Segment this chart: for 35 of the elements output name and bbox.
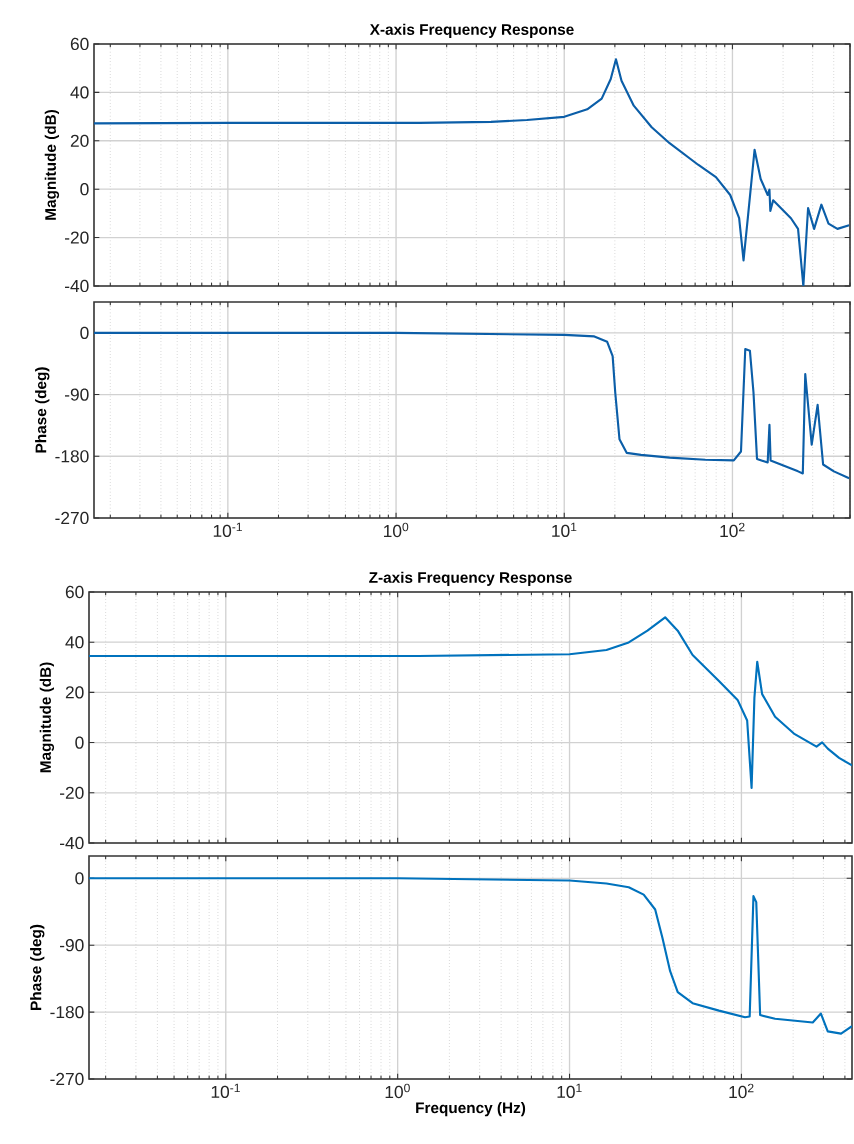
x-tick-label: 10$^{-1}$: [211, 1083, 240, 1099]
y-tick-label: -20: [60, 786, 84, 799]
y-axis-title: Phase (deg): [35, 367, 50, 453]
x-tick-label: 10$^{1}$: [552, 522, 577, 538]
x-tick-label: 10$^{2}$: [729, 1083, 754, 1099]
y-tick-label: -40: [65, 279, 89, 293]
y-tick-label: 60: [70, 37, 89, 51]
y-tick-label: -40: [60, 836, 84, 850]
y-tick-label: -20: [65, 231, 89, 244]
y-tick-label: 0: [75, 736, 84, 749]
x-tick-label: 10$^{0}$: [384, 522, 409, 538]
y-tick-label: -180: [50, 1005, 84, 1019]
y-tick-label: 0: [80, 183, 89, 196]
y-tick-label: 40: [65, 636, 84, 649]
y-axis-title: Magnitude (dB): [44, 109, 60, 220]
y-tick-label: -270: [50, 1072, 84, 1086]
x-tick-label: 10$^{2}$: [720, 522, 745, 538]
y-tick-label: 60: [65, 585, 84, 599]
y-tick-label: 40: [70, 86, 89, 99]
y-tick-label: 0: [75, 872, 84, 885]
y-tick-label: 20: [65, 686, 84, 699]
y-axis-title: Phase (deg): [30, 924, 45, 1010]
y-tick-label: -90: [65, 388, 89, 401]
y-tick-label: 0: [80, 326, 89, 339]
x-tick-label: 10$^{0}$: [385, 1083, 410, 1099]
x-axis-title: Frequency (Hz): [416, 1101, 526, 1117]
chart-title: Z-axis Frequency Response: [369, 571, 572, 586]
x-tick-label: 10$^{-1}$: [213, 522, 242, 538]
y-tick-label: -90: [60, 939, 84, 952]
x-tick-label: 10$^{1}$: [557, 1083, 582, 1099]
y-tick-label: -180: [55, 450, 89, 463]
chart-title: X-axis Frequency Response: [369, 23, 574, 38]
y-axis-title: Magnitude (dB): [39, 662, 55, 773]
y-tick-label: 20: [70, 134, 89, 147]
y-tick-label: -270: [55, 511, 89, 525]
